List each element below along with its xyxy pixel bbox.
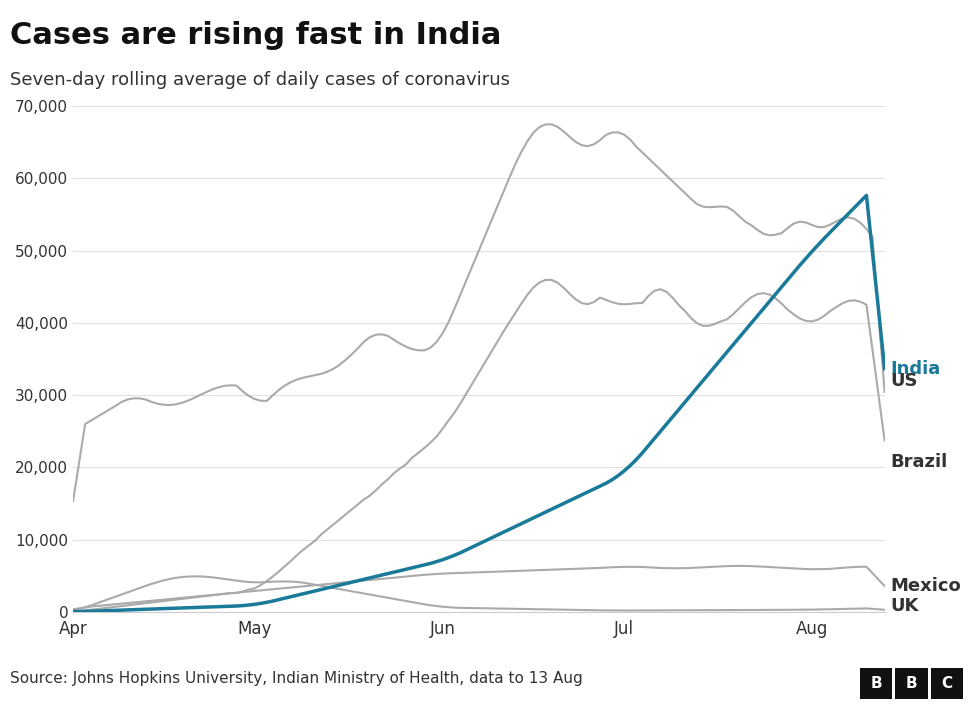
FancyBboxPatch shape: [860, 667, 892, 699]
Text: Seven-day rolling average of daily cases of coronavirus: Seven-day rolling average of daily cases…: [10, 71, 509, 89]
Text: India: India: [891, 360, 941, 378]
Text: Cases are rising fast in India: Cases are rising fast in India: [10, 21, 501, 50]
Text: Mexico: Mexico: [891, 577, 961, 595]
Text: B: B: [906, 676, 917, 691]
FancyBboxPatch shape: [895, 667, 927, 699]
Text: Brazil: Brazil: [891, 453, 948, 471]
Text: US: US: [891, 372, 918, 390]
FancyBboxPatch shape: [931, 667, 963, 699]
Text: C: C: [942, 676, 953, 691]
Text: Source: Johns Hopkins University, Indian Ministry of Health, data to 13 Aug: Source: Johns Hopkins University, Indian…: [10, 670, 583, 686]
Text: B: B: [871, 676, 882, 691]
Text: UK: UK: [891, 597, 919, 615]
